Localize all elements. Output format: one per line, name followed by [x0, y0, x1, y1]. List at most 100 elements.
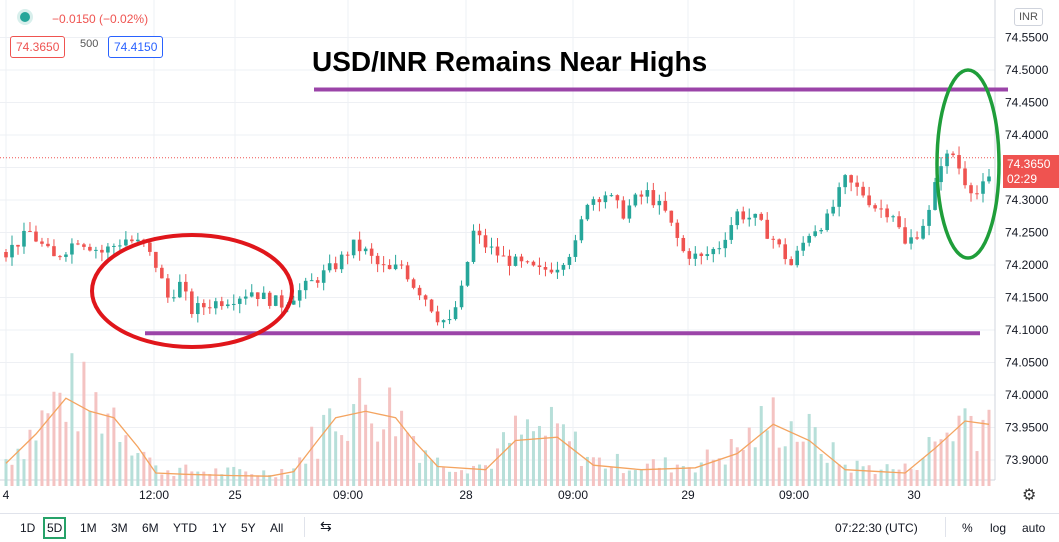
volume-bar [406, 432, 410, 486]
candle-body [243, 296, 248, 299]
volume-bar [316, 458, 320, 486]
volume-bar [891, 469, 895, 486]
candle-body [945, 153, 949, 167]
candle-body [471, 230, 476, 262]
y-tick-label: 73.9500 [1005, 421, 1049, 435]
volume-bar [579, 465, 583, 486]
y-tick-label: 74.4000 [1005, 128, 1049, 142]
volume-bar [268, 475, 272, 486]
volume-bar [699, 462, 703, 486]
log-toggle[interactable]: log [990, 521, 1007, 535]
range-6m[interactable]: 6M [142, 521, 159, 535]
candle-body [963, 168, 967, 186]
range-1y[interactable]: 1Y [212, 521, 227, 535]
range-5d[interactable]: 5D [43, 517, 67, 539]
chart-title: USD/INR Remains Near Highs [312, 46, 707, 77]
candle-body [22, 230, 26, 247]
candle-body [267, 292, 272, 306]
x-tick-label: 28 [459, 488, 473, 502]
volume-bar [825, 462, 829, 486]
volume-bar [741, 449, 745, 486]
ask-price[interactable]: 74.4150 [108, 36, 164, 58]
volume-bar [34, 440, 38, 486]
candle-body [207, 307, 212, 309]
volume-bar [621, 473, 625, 486]
volume-bar [645, 463, 649, 486]
volume-bar [424, 450, 428, 486]
candle-body [525, 261, 530, 263]
candle-body [909, 237, 913, 244]
candle-body [166, 278, 170, 298]
candle-body [579, 219, 584, 241]
volume-bar [202, 471, 206, 486]
volume-bar [819, 454, 823, 486]
candle-body [381, 264, 386, 266]
y-tick-label: 74.2000 [1005, 258, 1049, 272]
candle-body [795, 250, 799, 266]
candle-body [148, 242, 152, 252]
candle-body [351, 239, 356, 256]
range-all[interactable]: All [270, 521, 284, 535]
percent-toggle[interactable]: % [962, 521, 973, 535]
candle-body [40, 241, 44, 244]
red-oval-annotation [90, 233, 294, 349]
x-tick-label: 25 [228, 488, 242, 502]
y-tick-label: 73.9000 [1005, 453, 1049, 467]
candle-body [237, 298, 242, 304]
volume-bar [573, 431, 577, 486]
candle-body [981, 181, 985, 194]
candle-body [681, 237, 686, 252]
candle-body [130, 239, 134, 242]
range-ytd[interactable]: YTD [173, 521, 197, 535]
volume-bar [100, 433, 104, 486]
candle-body [201, 303, 206, 308]
range-3m[interactable]: 3M [111, 521, 128, 535]
bid-price[interactable]: 74.3650 [10, 36, 66, 58]
candle-body [64, 254, 68, 257]
volume-bar [717, 458, 721, 486]
candle-body [375, 255, 380, 265]
candle-body [489, 246, 494, 248]
volume-bar [729, 439, 733, 486]
candle-body [249, 292, 254, 297]
volume-bar [549, 406, 553, 486]
candle-body [603, 195, 608, 203]
volume-bar [777, 447, 781, 486]
candle-body [741, 211, 746, 220]
candle-body [112, 245, 116, 247]
gear-icon[interactable]: ⚙ [1022, 487, 1037, 504]
candle-body [549, 269, 554, 273]
candle-body [927, 209, 931, 226]
volume-bar [849, 472, 853, 486]
candle-body [855, 182, 859, 187]
volume-bar [867, 465, 871, 486]
volume-bar [220, 474, 224, 486]
auto-toggle[interactable]: auto [1022, 521, 1046, 535]
currency-label[interactable]: INR [1014, 8, 1043, 26]
candle-body [543, 267, 548, 270]
volume-bar [759, 406, 763, 486]
candle-body [106, 246, 110, 253]
range-5y[interactable]: 5Y [241, 521, 256, 535]
candle-body [711, 248, 716, 255]
candle-body [4, 252, 8, 258]
candle-body [657, 200, 662, 206]
candle-body [178, 281, 182, 298]
volume-bar [795, 441, 799, 486]
volume-bar [292, 468, 296, 486]
volume-bar [4, 459, 8, 486]
candle-body [441, 320, 446, 323]
volume-bar [244, 471, 248, 486]
range-1d[interactable]: 1D [20, 521, 36, 535]
volume-bar [519, 434, 523, 486]
date-range-icon[interactable]: ⇆ [320, 518, 332, 534]
volume-bar [436, 457, 440, 486]
candle-body [357, 239, 362, 252]
volume-bar [801, 441, 805, 486]
candle-body [507, 255, 512, 266]
volume-bar [609, 466, 613, 486]
range-1m[interactable]: 1M [80, 521, 97, 535]
volume-bar [94, 392, 98, 486]
volume-bar [771, 397, 775, 486]
